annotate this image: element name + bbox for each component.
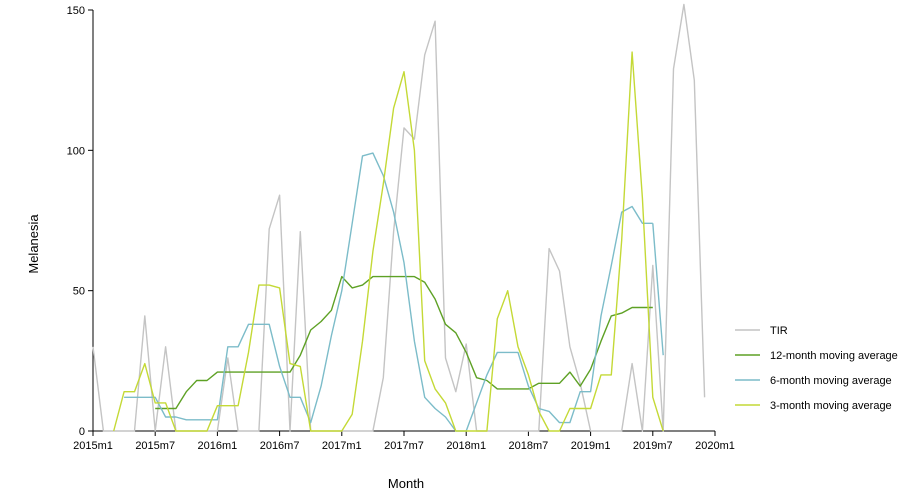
y-ticks: 0 50 100 150 (67, 5, 93, 438)
legend-label: 12-month moving average (770, 350, 898, 362)
x-tick-label: 2016m7 (260, 440, 300, 452)
x-tick-label: 2020m1 (695, 440, 735, 452)
series-line-6-month-moving-average (124, 152, 653, 432)
x-tick-label: 2019m1 (571, 440, 611, 452)
x-tick-label: 2018m1 (446, 440, 486, 452)
y-tick-label: 150 (67, 5, 85, 17)
legend: TIR 12-month moving average 6-month moving… (735, 325, 898, 412)
legend-label: TIR (770, 325, 788, 337)
y-tick-label: 50 (73, 286, 85, 298)
x-tick-label: 2018m7 (509, 440, 549, 452)
x-axis-title: Month (388, 476, 424, 491)
series-line-3-month-moving-average (113, 51, 664, 432)
x-tick-label: 2017m1 (322, 440, 362, 452)
x-tick-label: 2015m7 (135, 440, 175, 452)
y-tick-label: 100 (67, 145, 85, 157)
y-tick-label: 0 (79, 426, 85, 438)
legend-label: 6-month moving average (770, 375, 892, 387)
x-tick-label: 2019m7 (633, 440, 673, 452)
x-ticks: 2015m1 2015m7 2016m1 2016m7 2017m1 2017m7 2018… (73, 431, 735, 452)
legend-label: 3-month moving average (770, 400, 892, 412)
x-tick-label: 2017m7 (384, 440, 424, 452)
x-tick-label: 2016m1 (198, 440, 238, 452)
series-line-12-month-moving-average (155, 275, 653, 410)
y-axis-title: Melanesia (26, 214, 41, 274)
x-tick-label: 2015m1 (73, 440, 113, 452)
series-line-tail-6-month-moving-average (652, 223, 664, 356)
series-layer (92, 3, 706, 432)
series-line-tir (92, 3, 706, 432)
